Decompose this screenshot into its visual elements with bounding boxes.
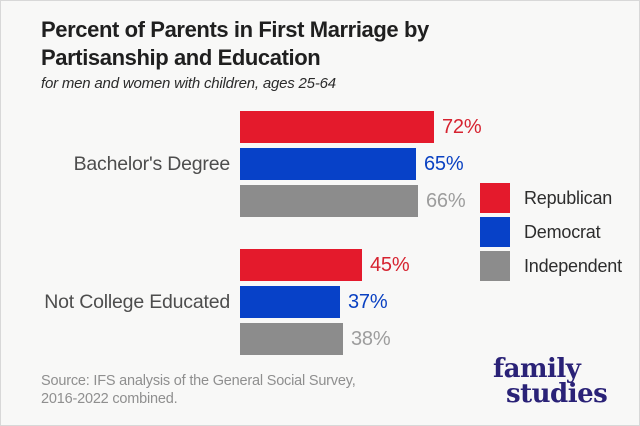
legend-item-republican: Republican (480, 183, 622, 213)
bar-row: 37% (240, 286, 409, 318)
bar-value-label: 45% (370, 253, 410, 276)
chart-title-line1: Percent of Parents in First Marriage by (41, 17, 429, 42)
category-label: Bachelor's Degree (73, 152, 231, 175)
bar-row: 72% (240, 111, 482, 143)
family-studies-logo: family studies (493, 354, 608, 409)
source-note-line1: Source: IFS analysis of the General Soci… (41, 373, 356, 389)
category-label: Not College Educated (44, 290, 230, 313)
bar-row: 66% (240, 185, 481, 217)
bar-stack: 45% 37% 38% (240, 249, 410, 360)
bar-value-label: 72% (442, 115, 482, 138)
bar-value-label: 65% (424, 152, 464, 175)
bar-value-label: 37% (348, 290, 388, 313)
legend-label: Independent (524, 255, 622, 276)
chart-title: Percent of Parents in First Marriage by … (41, 16, 429, 72)
logo-line2: studies (506, 379, 608, 409)
logo-line1: family (493, 354, 581, 384)
source-note-line2: 2016-2022 combined. (41, 391, 178, 407)
legend-label: Republican (524, 187, 613, 208)
bar-democrat (240, 148, 416, 180)
chart-title-line2: Partisanship and Education (41, 45, 321, 70)
bar-value-label: 66% (426, 189, 466, 212)
legend-item-democrat: Democrat (480, 217, 622, 247)
bar-group: Not College Educated 45% 37% 38% (1, 249, 639, 355)
legend-swatch (480, 217, 510, 247)
legend-item-independent: Independent (480, 251, 622, 281)
bar-republican (240, 111, 434, 143)
bar-row: 45% (240, 249, 410, 281)
legend: Republican Democrat Independent (480, 183, 622, 285)
bar-republican (240, 249, 362, 281)
legend-label: Democrat (524, 221, 601, 242)
bar-independent (240, 323, 343, 355)
source-note: Source: IFS analysis of the General Soci… (41, 372, 356, 408)
bar-value-label: 38% (351, 327, 391, 350)
legend-swatch (480, 183, 510, 213)
bar-row: 65% (240, 148, 481, 180)
bar-row: 38% (240, 323, 409, 355)
bar-independent (240, 185, 418, 217)
bar-democrat (240, 286, 340, 318)
chart-subtitle: for men and women with children, ages 25… (41, 75, 336, 92)
legend-swatch (480, 251, 510, 281)
bar-group: Bachelor's Degree 72% 65% 66% (1, 111, 639, 217)
bar-stack: 72% 65% 66% (240, 111, 482, 222)
